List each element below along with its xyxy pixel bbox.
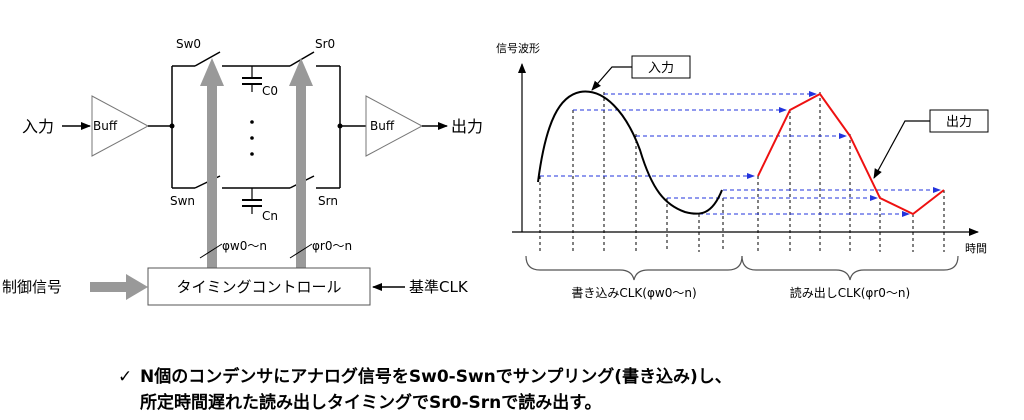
read-clk-brace (741, 255, 959, 281)
ellipsis-dots (250, 120, 254, 124)
input-signal-curve (537, 90, 723, 215)
output-signal-line (757, 92, 945, 216)
srn-label: Srn (318, 194, 338, 208)
summary-note: ✓ N個のコンデンサにアナログ信号をSw0-Swnでサンプリング(書き込み)し、 … (118, 364, 732, 416)
circuit: 入力 Buff Sw0 Sr0 C0 Swn Srn (2, 37, 483, 306)
phi-r-label: φr0〜n (312, 239, 352, 253)
read-clk-label: 読み出しCLK(φr0〜n) (790, 285, 910, 300)
sample-hold-diagram: 入力 Buff Sw0 Sr0 C0 Swn Srn (2, 37, 989, 306)
control-signal-label: 制御信号 (2, 278, 62, 296)
waveform-diagram: 信号波形 時間 (496, 42, 989, 300)
timing-control-label: タイミングコントロール (176, 278, 341, 296)
output-buffer-label: Buff (370, 119, 395, 133)
input-label: 入力 (22, 117, 54, 136)
sw0-label: Sw0 (176, 37, 201, 51)
output-label: 出力 (451, 117, 483, 136)
y-axis-label: 信号波形 (496, 42, 540, 55)
write-clk-label: 書き込みCLK(φw0〜n) (571, 286, 696, 300)
sr0-label: Sr0 (315, 37, 335, 51)
x-axis-label: 時間 (965, 242, 987, 255)
switch-sw0 (194, 51, 221, 67)
switch-sr0 (289, 51, 315, 67)
phi-w-label: φw0〜n (222, 239, 267, 253)
input-buffer (91, 95, 150, 157)
cn-label: Cn (262, 209, 278, 223)
summary-line-1: ✓ N個のコンデンサにアナログ信号をSw0-Swnでサンプリング(書き込み)し、 (118, 364, 732, 390)
swn-label: Swn (170, 194, 195, 208)
output-callout-label: 出力 (946, 115, 972, 130)
sample-gridlines (539, 92, 945, 252)
ref-clk-label: 基準CLK (409, 278, 469, 296)
c0-label: C0 (262, 84, 278, 98)
control-arrow-read (296, 84, 306, 268)
control-signal-arrow (90, 282, 128, 292)
input-buffer-label: Buff (93, 119, 118, 133)
timing-control-box (147, 267, 371, 306)
input-callout-label: 入力 (648, 61, 674, 76)
output-callout-leader (873, 120, 930, 179)
check-icon: ✓ (118, 367, 133, 387)
summary-line-2: 所定時間遅れた読み出しタイミングでSr0-Srnで読み出す。 (140, 393, 602, 413)
output-buffer (365, 95, 424, 157)
control-arrow-write (207, 84, 217, 268)
input-callout-leader (591, 66, 632, 91)
write-clk-brace (525, 255, 743, 281)
transfer-arrows (540, 91, 941, 217)
